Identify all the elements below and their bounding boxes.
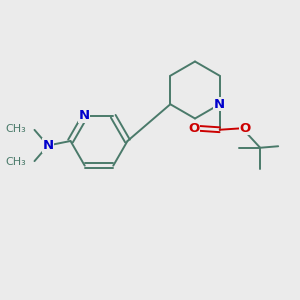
Text: O: O: [240, 122, 251, 135]
Text: O: O: [189, 122, 200, 135]
Text: CH₃: CH₃: [5, 157, 26, 167]
Text: N: N: [78, 109, 89, 122]
Text: N: N: [42, 139, 54, 152]
Text: N: N: [214, 98, 225, 111]
Text: CH₃: CH₃: [5, 124, 26, 134]
